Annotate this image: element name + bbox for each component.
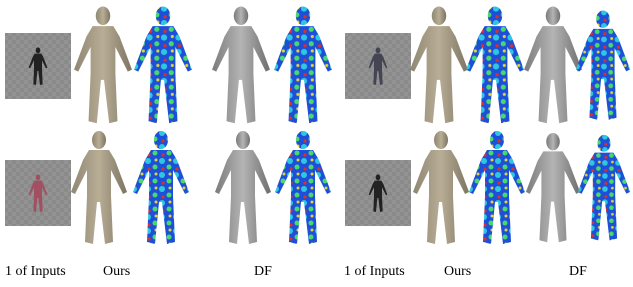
error-map-ours [134,7,192,124]
error-map-df [275,131,331,244]
mesh-ours [413,131,469,244]
error-map-ours [133,131,189,244]
mesh-df [215,131,271,244]
caption: Ours [444,264,471,279]
error-map-ours [466,7,524,124]
mesh-df [526,133,580,242]
caption: DF [569,264,587,279]
mesh-ours [74,7,132,124]
mesh-df [212,7,270,124]
input-photos [5,33,411,226]
mesh-ours [71,131,127,244]
caption: DF [254,264,272,279]
error-map-ours [469,131,525,244]
caption: 1 of Inputs [344,264,405,279]
mesh-ours [410,7,468,124]
error-map-df [576,10,630,119]
mesh-df [524,7,582,124]
caption: Ours [103,264,130,279]
caption: 1 of Inputs [5,264,66,279]
error-map-df [274,7,332,124]
error-map-df [578,135,630,240]
figure: 1 of Inputs Ours DF 1 of Inputs Ours DF [0,0,633,287]
